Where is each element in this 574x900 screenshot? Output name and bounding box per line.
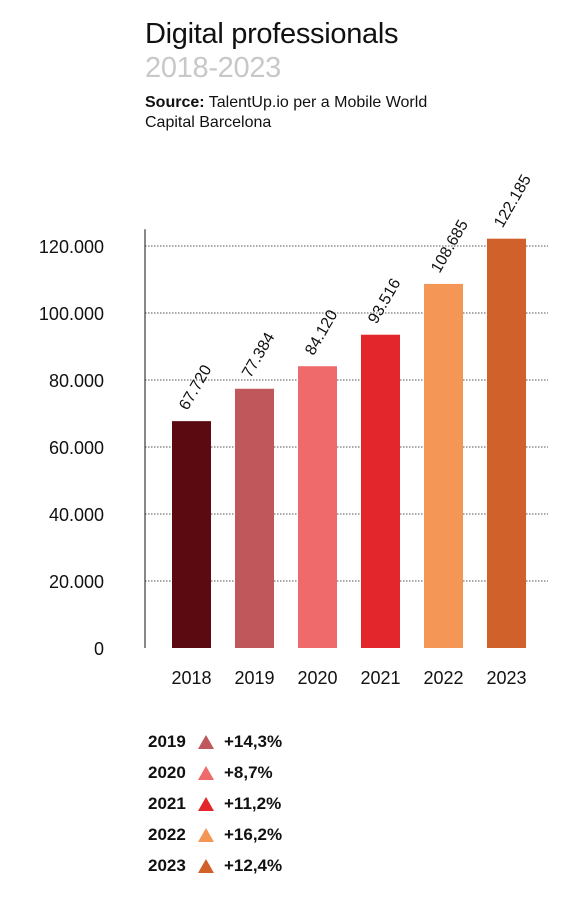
- triangle-up-icon: [198, 765, 214, 780]
- bar: [298, 366, 337, 648]
- y-tick-label: 0: [94, 639, 104, 659]
- growth-row: 2021 +11,2%: [148, 788, 284, 819]
- x-tick-label: 2020: [297, 668, 337, 688]
- source-note: Source: TalentUp.io per a Mobile World C…: [145, 93, 445, 133]
- y-tick-label: 80.000: [49, 371, 104, 391]
- growth-year: 2022: [148, 824, 186, 844]
- bar: [361, 334, 400, 648]
- bar: [172, 421, 211, 648]
- bar: [487, 238, 526, 649]
- growth-year: 2021: [148, 793, 186, 813]
- x-tick-label: 2022: [423, 668, 463, 688]
- data-label: 108.685: [428, 217, 472, 276]
- chart-subtitle: 2018-2023: [145, 52, 281, 84]
- bar-chart: 0 20.000 40.000 60.000 80.000 100.000 120.000 6…: [39, 172, 548, 688]
- x-tick-label: 2023: [486, 668, 526, 688]
- growth-value: +16,2%: [224, 824, 283, 844]
- y-tick-label: 120.000: [39, 237, 104, 257]
- growth-legend: 2019 +14,3% 2020 +8,7% 2021 +11,2% 2022 …: [148, 726, 284, 881]
- data-label: 93.516: [365, 276, 404, 327]
- growth-row: 2022 +16,2%: [148, 819, 284, 850]
- growth-row: 2020 +8,7%: [148, 757, 284, 788]
- data-label: 67.720: [176, 362, 215, 413]
- triangle-up-icon: [198, 858, 214, 873]
- triangle-up-icon: [198, 827, 214, 842]
- y-tick-label: 60.000: [49, 438, 104, 458]
- data-label: 122.185: [491, 172, 535, 231]
- bar: [424, 283, 463, 648]
- growth-value: +14,3%: [224, 731, 283, 751]
- bar: [235, 388, 274, 648]
- y-tick-label: 20.000: [49, 572, 104, 592]
- growth-value: +12,4%: [224, 855, 283, 875]
- growth-value: +11,2%: [224, 793, 282, 813]
- y-tick-label: 100.000: [39, 304, 104, 324]
- data-label: 77.384: [239, 330, 278, 381]
- triangle-up-icon: [198, 796, 214, 811]
- y-tick-label: 40.000: [49, 505, 104, 525]
- growth-row: 2019 +14,3%: [148, 726, 284, 757]
- data-label: 84.120: [302, 307, 341, 358]
- growth-year: 2020: [148, 762, 186, 782]
- x-tick-label: 2021: [360, 668, 400, 688]
- source-label: Source:: [145, 94, 205, 111]
- growth-year: 2019: [148, 731, 186, 751]
- growth-year: 2023: [148, 855, 186, 875]
- x-tick-label: 2019: [234, 668, 274, 688]
- source-text: TalentUp.io per a Mobile World Capital B…: [145, 94, 428, 131]
- growth-row: 2023 +12,4%: [148, 850, 284, 881]
- chart-title: Digital professionals: [145, 18, 399, 50]
- growth-value: +8,7%: [224, 762, 273, 782]
- triangle-up-icon: [198, 734, 214, 749]
- x-tick-label: 2018: [171, 668, 211, 688]
